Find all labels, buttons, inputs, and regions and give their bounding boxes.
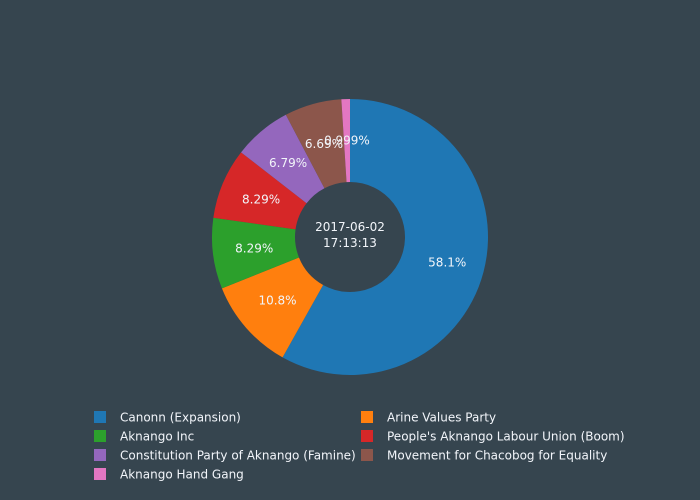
legend-swatch-1	[361, 411, 373, 423]
legend-swatch-6	[94, 468, 106, 480]
legend-label-6: Aknango Hand Gang	[120, 468, 244, 482]
legend-item-0[interactable]: Canonn (Expansion)	[94, 411, 241, 425]
legend-item-6[interactable]: Aknango Hand Gang	[94, 468, 244, 482]
pie-slice-label-5: 6.69%	[305, 137, 343, 151]
hole-text-line-1: 17:13:13	[323, 236, 377, 250]
legend-swatch-5	[361, 449, 373, 461]
legend-label-5: Movement for Chacobog for Equality	[387, 449, 607, 463]
pie-slice-label-1: 10.8%	[258, 294, 296, 308]
pie-slice-label-2: 8.29%	[235, 242, 273, 256]
pie-slice-3[interactable]	[213, 152, 307, 230]
legend-item-1[interactable]: Arine Values Party	[361, 411, 496, 425]
legend-label-0: Canonn (Expansion)	[120, 411, 241, 425]
pie-slices	[212, 99, 488, 375]
pie-slice-2[interactable]	[212, 217, 299, 289]
legend-item-2[interactable]: Aknango Inc	[94, 430, 194, 444]
legend-label-2: Aknango Inc	[120, 430, 194, 444]
legend-label-3: People's Aknango Labour Union (Boom)	[387, 430, 625, 444]
legend-swatch-4	[94, 449, 106, 461]
legend-item-4[interactable]: Constitution Party of Aknango (Famine)	[94, 449, 356, 463]
legend-item-3[interactable]: People's Aknango Labour Union (Boom)	[361, 430, 625, 444]
hole-text-line-0: 2017-06-02	[315, 220, 385, 234]
pie-slice-1[interactable]	[221, 257, 324, 358]
pie-slice-5[interactable]	[285, 99, 347, 189]
pie-slice-label-4: 6.79%	[269, 156, 307, 170]
legend-swatch-2	[94, 430, 106, 442]
pie-slice-label-3: 8.29%	[242, 192, 280, 206]
pie-slice-label-6: 0.999%	[324, 134, 370, 148]
legend-swatch-0	[94, 411, 106, 423]
pie-slice-labels: 58.1% 10.8% 8.29% 8.29% 6.79% 6.69%0.999%	[235, 134, 466, 308]
pie-slice-4[interactable]	[241, 114, 325, 204]
legend-label-4: Constitution Party of Aknango (Famine)	[120, 449, 356, 463]
pie-slice-0[interactable]	[282, 99, 488, 375]
legend-label-1: Arine Values Party	[387, 411, 496, 425]
pie-slice-6[interactable]	[341, 99, 350, 183]
legend-swatch-3	[361, 430, 373, 442]
legend: Canonn (Expansion) Arine Values Party Akna…	[94, 411, 625, 482]
pie-hole-labels: 2017-06-02 17:13:13	[315, 220, 385, 250]
pie-slice-label-0: 58.1%	[428, 255, 466, 269]
legend-item-5[interactable]: Movement for Chacobog for Equality	[361, 449, 607, 463]
